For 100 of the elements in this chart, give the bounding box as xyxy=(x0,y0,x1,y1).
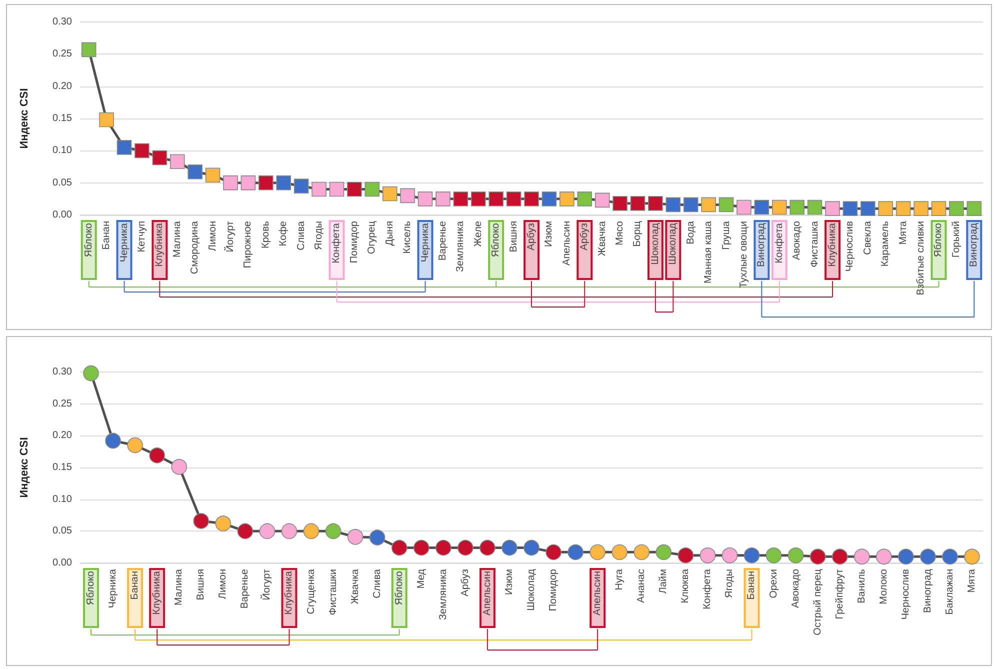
point xyxy=(754,200,770,215)
y-tick-label: 0.05 xyxy=(52,526,72,537)
y-tick-label: 0.20 xyxy=(52,80,72,92)
x-tick-label: Конфета xyxy=(331,222,342,264)
x-tick-label: Варенье xyxy=(240,568,251,609)
x-tick-label: Чернослив xyxy=(844,221,856,272)
x-tick-label: Ягоды xyxy=(724,569,736,598)
point xyxy=(542,192,557,206)
point xyxy=(718,197,734,212)
point xyxy=(400,188,415,204)
x-tick-label: Жвачка xyxy=(596,220,608,256)
x-tick-label: Баклажан xyxy=(944,569,956,615)
point xyxy=(188,164,202,180)
x-tick-label: Фисташки xyxy=(328,569,339,616)
point xyxy=(99,112,114,128)
point xyxy=(577,192,592,206)
x-tick-label: Фисташка xyxy=(809,220,820,268)
point xyxy=(942,548,958,565)
x-tick-label: Банан xyxy=(130,571,141,600)
point xyxy=(860,201,876,216)
x-tick-label: Авокадо xyxy=(792,220,803,260)
x-tick-label: Изюм xyxy=(504,568,515,596)
x-tick-label: Яблоко xyxy=(86,570,97,606)
x-tick-label: Клубника xyxy=(284,570,295,615)
x-tick-label: Изюм xyxy=(544,220,555,248)
y-tick-label: 0.15 xyxy=(52,462,72,473)
x-tick-label: Земляника xyxy=(438,568,449,620)
x-tick-label: Апельсин xyxy=(482,571,493,616)
point xyxy=(480,540,496,556)
point xyxy=(568,544,584,560)
x-tick-label: Огурец xyxy=(366,220,378,254)
y-tick-label: 0.10 xyxy=(52,494,72,505)
point xyxy=(458,540,474,556)
point xyxy=(470,192,486,206)
y-axis-title: Индекс CSI xyxy=(18,437,30,498)
point xyxy=(506,192,522,206)
point xyxy=(678,547,694,564)
point xyxy=(810,548,826,565)
point xyxy=(149,448,165,464)
point xyxy=(105,432,121,449)
x-tick-label: Яблоко xyxy=(394,570,405,606)
x-tick-label: Смородина xyxy=(190,220,201,274)
x-tick-label: Взбитые сливки xyxy=(916,221,927,296)
x-tick-label: Яблоко xyxy=(490,222,502,258)
point xyxy=(325,523,342,540)
x-tick-label: Слива xyxy=(372,568,383,598)
point xyxy=(258,175,274,190)
x-tick-label: Малина xyxy=(174,568,185,606)
point xyxy=(347,182,362,197)
point xyxy=(878,201,894,216)
point xyxy=(116,140,132,155)
point xyxy=(772,200,787,215)
y-tick-label: 0.05 xyxy=(52,177,72,188)
x-tick-label: Кровь xyxy=(260,221,272,248)
y-tick-label: 0.25 xyxy=(52,48,72,60)
x-tick-label: Шоколад xyxy=(650,222,661,265)
x-tick-label: Шоколад xyxy=(526,568,537,611)
point xyxy=(488,192,504,206)
point xyxy=(303,523,320,540)
point xyxy=(170,154,185,170)
point xyxy=(842,201,858,216)
point xyxy=(634,544,650,560)
point xyxy=(369,530,386,546)
point xyxy=(876,548,892,565)
point xyxy=(312,182,326,197)
point xyxy=(807,200,822,215)
x-tick-label: Арбуз xyxy=(460,568,471,596)
point xyxy=(237,523,254,540)
x-tick-label: Тухлые овощи xyxy=(738,221,750,288)
point xyxy=(215,516,232,532)
point xyxy=(546,544,562,560)
point xyxy=(294,178,309,194)
x-tick-label: Орехи xyxy=(768,569,780,598)
x-tick-label: Авокадо xyxy=(790,568,802,608)
point xyxy=(502,540,518,556)
point xyxy=(700,547,716,564)
x-tick-label: Арбуз xyxy=(526,222,537,250)
x-tick-label: Мясо xyxy=(614,220,626,246)
point xyxy=(854,548,870,565)
y-tick-label: 0.25 xyxy=(52,398,72,410)
point xyxy=(630,196,646,211)
x-tick-label: Черника xyxy=(420,222,431,262)
point xyxy=(382,186,398,202)
point xyxy=(524,192,539,206)
y-tick-label: 0.30 xyxy=(52,16,72,28)
x-tick-label: Ананас xyxy=(636,569,648,603)
x-tick-label: Острый перец xyxy=(812,568,824,636)
x-tick-label: Кофе xyxy=(278,220,290,246)
x-tick-label: Грейпфрут xyxy=(834,568,846,620)
x-tick-label: Мята xyxy=(966,568,978,593)
x-tick-label: Яблоко xyxy=(83,222,94,258)
x-tick-label: Пирожное xyxy=(242,220,254,268)
point xyxy=(648,196,663,211)
x-tick-label: Дыня xyxy=(384,221,396,246)
x-tick-label: Нуга xyxy=(614,568,626,590)
x-tick-label: Яблоко xyxy=(933,222,944,258)
x-tick-label: Йогурт xyxy=(260,568,273,600)
point xyxy=(436,192,450,206)
x-tick-label: Клюква xyxy=(680,568,692,604)
point xyxy=(744,547,760,564)
